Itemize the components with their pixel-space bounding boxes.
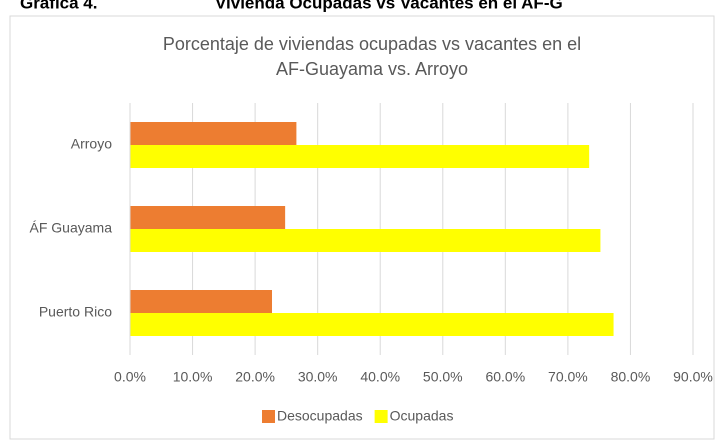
- heading-title: Vivienda Ocupadas vs Vacantes en el AF-G: [215, 0, 563, 12]
- bar: [130, 290, 273, 313]
- x-tick-label: 40.0%: [360, 369, 400, 385]
- x-tick-label: 70.0%: [548, 369, 588, 385]
- bar: [130, 229, 601, 252]
- bar: [130, 206, 286, 229]
- chart-title: AF-Guayama vs. Arroyo: [276, 59, 468, 79]
- x-tick-label: 0.0%: [114, 369, 146, 385]
- bar: [130, 122, 297, 145]
- legend-label: Desocupadas: [277, 408, 363, 424]
- y-tick-label: Arroyo: [71, 136, 112, 152]
- x-tick-label: 60.0%: [485, 369, 525, 385]
- x-tick-label: 10.0%: [173, 369, 213, 385]
- bar: [130, 145, 590, 168]
- x-tick-label: 50.0%: [423, 369, 463, 385]
- bar: [130, 313, 614, 336]
- heading-label: Gráfica 4.: [20, 0, 98, 12]
- y-tick-label: ÁF Guayama: [30, 220, 113, 236]
- legend-label: Ocupadas: [390, 408, 454, 424]
- x-tick-label: 30.0%: [298, 369, 338, 385]
- chart-title: Porcentaje de viviendas ocupadas vs vaca…: [163, 34, 581, 54]
- chart-frame: [9, 15, 715, 440]
- x-tick-label: 20.0%: [235, 369, 275, 385]
- x-tick-label: 90.0%: [673, 369, 713, 385]
- legend-swatch: [374, 410, 388, 423]
- y-tick-label: Puerto Rico: [39, 304, 112, 320]
- x-tick-label: 80.0%: [611, 369, 651, 385]
- legend-swatch: [262, 410, 275, 423]
